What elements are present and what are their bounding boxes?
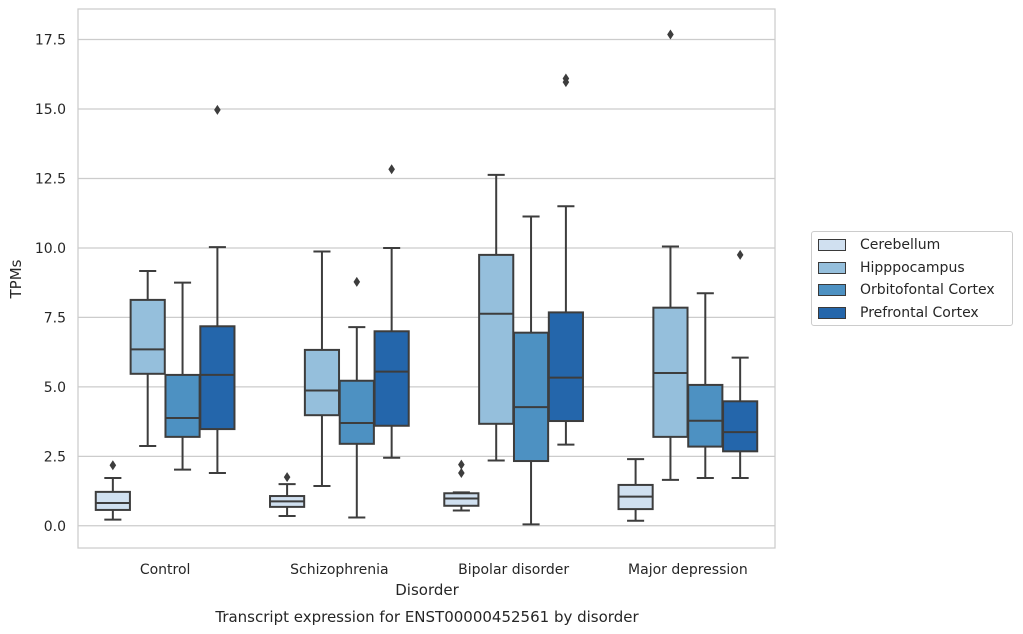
plot-frame [77,8,776,549]
box-group [269,472,306,518]
x-tick-label: Major depression [628,562,748,578]
legend-item: Prefrontal Cortex [818,303,979,323]
y-tick-label: 17.5 [35,33,66,49]
legend-label: Cerebellum [860,237,941,253]
y-tick-label: 7.5 [44,310,66,326]
box-group [94,460,131,521]
iqr-box [547,311,584,423]
iqr-box [94,490,131,511]
box-group [652,29,689,481]
box-group [617,458,654,522]
legend-label: Hipppocampus [860,260,965,276]
iqr-box [722,400,759,453]
legend-item: Orbitofontal Cortex [818,280,995,300]
chart-caption: Transcript expression for ENST0000045256… [214,608,639,626]
box-group [687,292,724,479]
iqr-box [512,331,550,463]
x-axis-label: Disorder [395,581,459,599]
y-tick-label: 2.5 [44,449,66,465]
iqr-box [338,379,375,445]
iqr-box [129,298,166,375]
iqr-box [373,330,410,427]
iqr-box [478,253,515,425]
legend-swatch-orbitofrontal [818,284,846,296]
outlier-point [353,276,361,287]
y-axis-label: TPMs [7,259,25,299]
box-group [164,281,201,471]
iqr-box [303,348,341,417]
box-group [373,164,410,459]
box-group [199,104,236,474]
outlier-point [458,467,465,478]
box-group [547,73,584,446]
legend-item: Hipppocampus [818,258,965,278]
legend-item: Cerebellum [818,235,940,255]
y-tick-label: 12.5 [35,171,66,187]
x-tick-label: Control [140,562,191,578]
legend-label: Orbitofontal Cortex [860,282,995,298]
outlier-point [736,249,744,260]
y-tick-label: 15.0 [35,102,66,118]
y-tick-label: 0.0 [44,519,66,535]
box-group [478,173,515,462]
x-tick-label: Bipolar disorder [458,562,569,578]
legend-label: Prefrontal Cortex [860,305,979,321]
tick-labels: 0.0 2.5 5.0 7.5 10.0 12.5 15.0 17.5 Control Schiz… [35,33,748,578]
legend: Cerebellum Hipppocampus Orbitofontal Cor… [811,231,1013,326]
box-group [338,276,375,519]
box-groups [94,29,759,526]
iqr-box [164,373,201,438]
outlier-point [458,459,465,470]
legend-swatch-prefrontal [818,307,846,319]
x-tick-label: Schizophrenia [290,562,388,578]
box-group [722,249,759,479]
box-group [512,215,550,526]
outlier-point [667,29,674,40]
outlier-point [214,104,221,115]
outlier-point [109,460,117,471]
iqr-box [199,325,236,431]
outlier-point [388,164,395,175]
box-group [129,269,166,448]
outlier-point [562,73,570,84]
box-group [443,459,480,512]
legend-swatch-hippocampus [818,262,846,274]
legend-swatch-cerebellum [818,239,846,251]
box-group [303,250,341,488]
iqr-box [687,383,724,448]
y-tick-label: 10.0 [35,241,66,257]
outlier-point [283,472,291,483]
y-tick-label: 5.0 [44,380,66,396]
